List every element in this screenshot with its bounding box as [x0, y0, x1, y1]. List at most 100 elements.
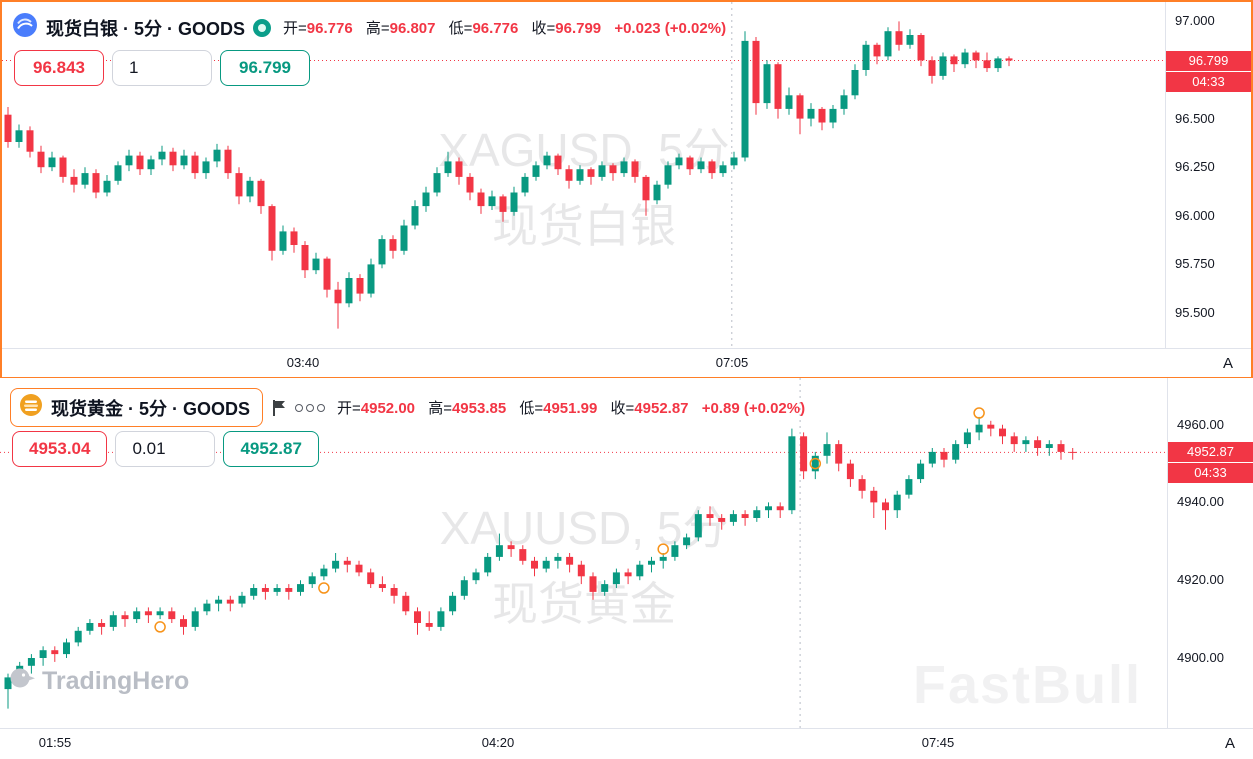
candle-body [1069, 451, 1077, 453]
gold-time-axis[interactable]: A 01:55 04:20 07:45 [0, 728, 1253, 759]
candle-body [975, 424, 983, 433]
candle-body [785, 95, 793, 109]
buy-price-button[interactable]: 4952.87 [223, 431, 319, 467]
candle-body [477, 192, 485, 207]
candle-body [472, 572, 480, 581]
candle-body [484, 556, 492, 573]
candle-body [400, 225, 408, 251]
silver-time-axis[interactable]: A 03:40 07:05 [2, 348, 1251, 377]
candle-body [367, 572, 375, 585]
candle-body [308, 576, 316, 585]
more-options-icon[interactable] [295, 403, 326, 412]
close-label: 收= [610, 400, 635, 417]
low-label: 低= [519, 400, 544, 417]
time-tick-label: 07:05 [715, 355, 749, 370]
candle-body [598, 165, 606, 177]
candle-body [873, 44, 881, 57]
candle-body [963, 432, 971, 445]
quantity-field[interactable]: 0.01 [115, 431, 216, 467]
candle-body [765, 506, 772, 511]
candle-body [554, 155, 562, 170]
candle-body [246, 180, 254, 197]
quantity-field[interactable]: 1 [112, 50, 212, 86]
candle-body [15, 130, 23, 142]
sell-price-button[interactable]: 96.843 [14, 50, 104, 86]
silver-legend: 现货白银 · 5分 · GOODS 开=96.776 高=96.807 低=96… [12, 12, 726, 43]
candle-body [870, 490, 878, 503]
candle-body [999, 428, 1006, 437]
time-tick-label: 07:45 [921, 735, 955, 750]
candle-body [753, 510, 761, 518]
candle-body [642, 176, 650, 201]
high-label: 高= [365, 20, 390, 37]
candle-body [70, 176, 78, 185]
candle-body [202, 161, 210, 174]
open-label: 开= [337, 400, 361, 417]
high-value: 96.807 [389, 20, 436, 37]
candle-body [59, 157, 67, 177]
auto-scale-button[interactable]: A [1219, 732, 1241, 754]
candle-body [180, 619, 187, 627]
candle-body [774, 64, 782, 109]
candle-body [846, 463, 854, 480]
candle-body [730, 157, 738, 166]
candle-body [320, 568, 328, 577]
silver-candlestick-chart[interactable] [2, 2, 1166, 348]
candle-body [86, 623, 94, 631]
buy-price-button[interactable]: 96.799 [220, 50, 310, 86]
candle-body [312, 258, 320, 271]
silver-coin-icon [12, 12, 38, 43]
candle-body [788, 436, 796, 511]
candle-body [323, 258, 331, 290]
candle-body [835, 444, 843, 464]
price-tick-label: 95.500 [1175, 305, 1215, 320]
gold-plot-area[interactable]: XAUUSD, 5分 现货黄金 现货黄金 · 5分 · GOODS 开=4952… [0, 378, 1168, 728]
candle-body [763, 64, 771, 104]
gold-price-axis[interactable]: 4952.87 04:33 4960.00 4940.00 4920.00 4900.… [1167, 378, 1253, 728]
candle-body [422, 192, 430, 207]
candle-body [612, 572, 620, 585]
high-value: 4953.85 [451, 400, 507, 417]
candle-body [203, 603, 211, 612]
candle-body [906, 35, 914, 45]
price-tick-label: 95.750 [1175, 256, 1215, 272]
gold-symbol-box[interactable]: 现货黄金 · 5分 · GOODS [10, 388, 264, 427]
time-tick-label: 03:40 [286, 355, 320, 370]
price-tick-label: 4940.00 [1177, 494, 1224, 510]
candle-body [807, 108, 815, 119]
candle-body [499, 196, 507, 212]
auto-scale-button[interactable]: A [1217, 352, 1239, 374]
silver-symbol-title[interactable]: 现货白银 · 5分 · GOODS [46, 18, 246, 39]
candle-countdown: 04:33 [1168, 463, 1253, 484]
sell-price-button[interactable]: 4953.04 [12, 431, 108, 467]
candle-body [697, 161, 705, 170]
candle-body [411, 206, 419, 226]
candle-body [27, 658, 35, 666]
candle-countdown: 04:33 [1166, 71, 1251, 92]
candle-body [636, 564, 644, 577]
candle-body [675, 157, 683, 166]
silver-price-axis[interactable]: 96.799 04:33 97.000 96.500 96.250 96.000 95.… [1165, 2, 1251, 348]
price-tick-label: 4960.00 [1177, 416, 1224, 432]
candle-body [488, 196, 496, 207]
open-value: 96.776 [306, 20, 353, 37]
silver-ohlc-readout: 开=96.776 高=96.807 低=96.776 收=96.799 +0.0… [283, 17, 726, 38]
candle-body [367, 264, 375, 294]
candle-body [576, 169, 584, 181]
candle-body [466, 176, 474, 193]
flag-icon[interactable] [271, 399, 287, 417]
candle-body [92, 173, 100, 193]
candle-body [587, 169, 595, 177]
pattern-marker-icon [973, 407, 985, 419]
candle-body [858, 479, 866, 491]
candle-body [895, 31, 903, 45]
candle-body [455, 161, 463, 177]
candle-body [987, 424, 995, 429]
candle-body [257, 180, 265, 207]
last-price-label: 4952.87 [1168, 442, 1253, 463]
candle-body [133, 611, 141, 620]
silver-plot-area[interactable]: XAGUSD, 5分 现货白银 现货白银 · 5分 · GOODS 开=96.7… [2, 2, 1166, 348]
candle-body [334, 289, 342, 304]
candle-body [48, 157, 56, 168]
pattern-marker-icon [154, 621, 166, 633]
